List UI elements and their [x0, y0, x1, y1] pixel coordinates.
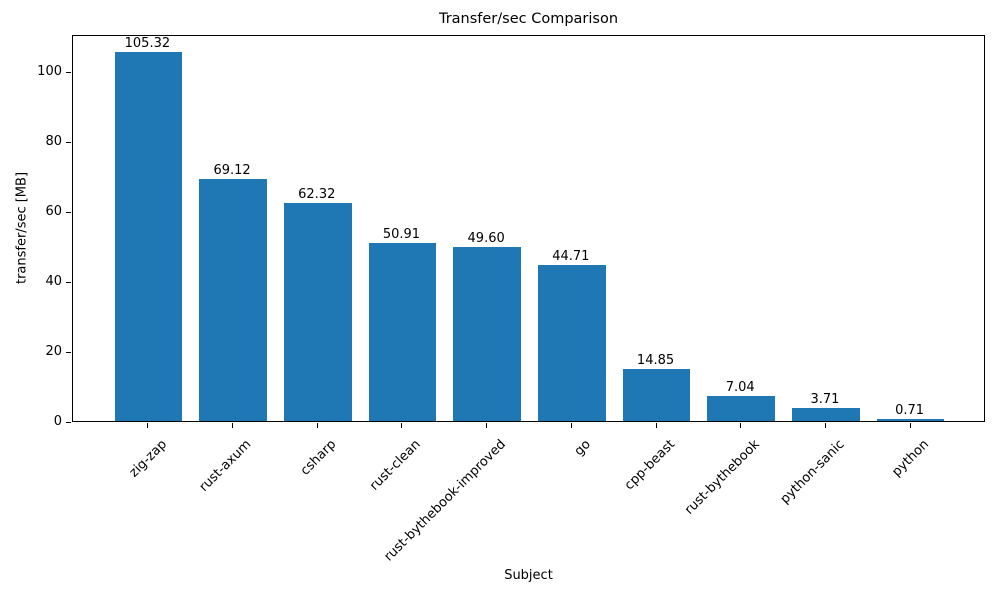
x-tick-mark: [824, 423, 826, 428]
bar: [114, 52, 183, 421]
bar: [537, 264, 606, 421]
bar: [453, 247, 522, 421]
y-tick-mark: [66, 422, 71, 423]
y-axis-label: transfer/sec [MB]: [14, 171, 30, 285]
y-tick-mark: [66, 142, 71, 144]
y-tick-label: 20: [45, 344, 62, 360]
plot-area: [72, 35, 985, 422]
chart-title: Transfer/sec Comparison: [438, 11, 619, 27]
bar-value-label: 69.12: [213, 163, 251, 179]
x-tick-mark: [740, 423, 742, 428]
y-tick-mark: [66, 282, 71, 284]
x-tick-label: go: [571, 437, 594, 460]
x-tick-mark: [232, 423, 234, 428]
bar-value-label: 3.71: [810, 392, 840, 408]
bar: [199, 179, 267, 421]
bar: [622, 369, 691, 421]
y-tick-mark: [66, 212, 71, 214]
bar-value-label: 0.71: [895, 402, 925, 418]
bar: [876, 418, 945, 421]
x-tick-mark: [909, 423, 911, 428]
y-tick-mark: [66, 352, 71, 354]
bar: [368, 242, 437, 421]
x-tick-label: python: [889, 437, 933, 480]
y-tick-label: 100: [37, 64, 62, 80]
x-tick-mark: [401, 423, 403, 428]
y-tick-label: 0: [53, 414, 62, 429]
y-tick-label: 60: [45, 204, 62, 220]
x-tick-label: python-sanic: [777, 437, 848, 507]
y-tick-mark: [66, 72, 71, 74]
bar-value-label: 62.32: [298, 186, 336, 202]
x-tick-label: zig-zap: [126, 437, 170, 481]
y-tick-label: 80: [45, 134, 62, 150]
x-tick-mark: [570, 423, 572, 428]
x-tick-label: csharp: [297, 437, 340, 479]
x-tick-mark: [316, 423, 318, 428]
bar: [792, 408, 860, 421]
bar-value-label: 105.32: [124, 36, 171, 52]
bar-value-label: 14.85: [636, 353, 675, 369]
y-tick-label: 40: [45, 274, 62, 290]
x-axis-label: Subject: [504, 568, 553, 583]
bar: [283, 202, 352, 421]
bar-value-label: 7.04: [725, 380, 755, 396]
x-tick-label: cpp-beast: [621, 437, 679, 494]
x-tick-label: rust-bythebook: [682, 437, 763, 518]
bar-value-label: 49.60: [467, 231, 505, 247]
bar-value-label: 50.91: [382, 226, 421, 242]
x-tick-mark: [655, 423, 657, 428]
x-tick-mark: [486, 423, 488, 428]
bar-value-label: 44.71: [552, 248, 590, 264]
x-tick-label: rust-axum: [196, 437, 255, 495]
bar: [707, 396, 776, 421]
x-tick-label: rust-clean: [367, 437, 425, 494]
x-tick-mark: [147, 423, 149, 428]
